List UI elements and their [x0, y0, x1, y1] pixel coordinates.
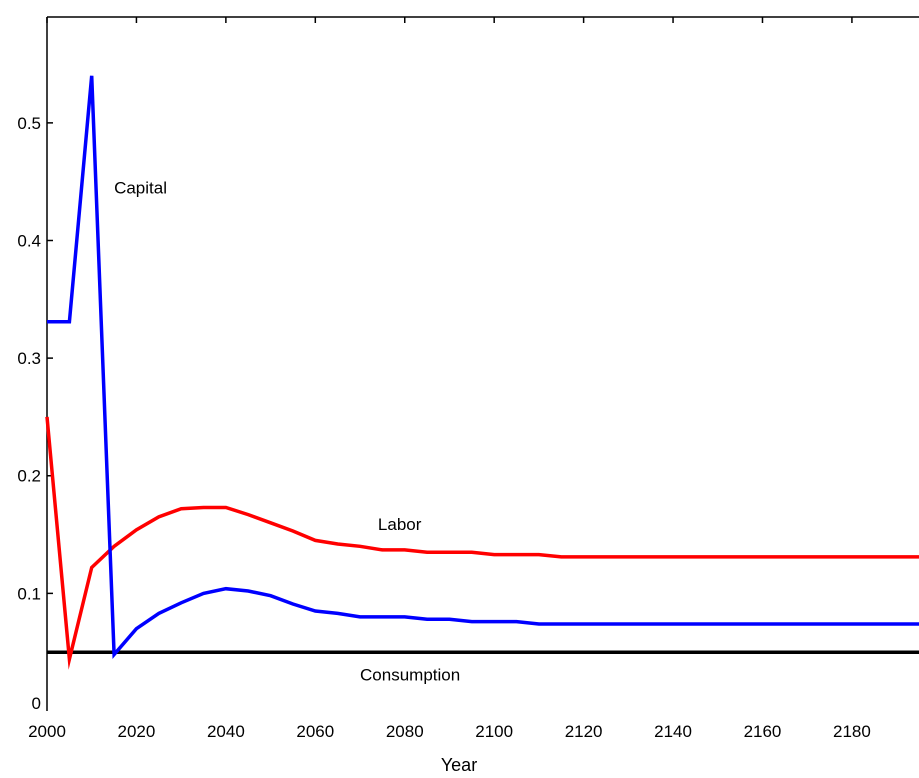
x-tick-label: 2100 — [475, 722, 513, 741]
series-line-labor — [45, 416, 919, 670]
x-tick-label: 2080 — [386, 722, 424, 741]
series-label-consumption: Consumption — [360, 665, 460, 684]
x-tick-label: 2120 — [565, 722, 603, 741]
y-tick-label: 0 — [32, 694, 41, 713]
series-label-labor: Labor — [378, 515, 422, 534]
x-axis-title: Year — [441, 755, 477, 775]
x-tick-label: 2040 — [207, 722, 245, 741]
y-axis-ticks: 0 0.1 0.2 0.3 0.4 0.5 — [17, 114, 53, 713]
x-tick-label: 2020 — [118, 722, 156, 741]
series-labels: Capital Labor Consumption — [114, 178, 460, 684]
x-tick-label: 2140 — [654, 722, 692, 741]
x-tick-label: 2000 — [28, 722, 66, 741]
x-tick-label: 2060 — [296, 722, 334, 741]
series-label-capital: Capital — [114, 178, 167, 197]
y-tick-label: 0.2 — [17, 467, 41, 486]
y-tick-label: 0.4 — [17, 231, 41, 250]
series-lines — [45, 75, 919, 670]
x-axis-ticks: 2000 2020 2040 2060 2080 2100 2120 2140 2160 2180 — [28, 17, 871, 741]
x-tick-label: 2160 — [744, 722, 782, 741]
x-tick-label: 2180 — [833, 722, 871, 741]
plot-area — [46, 16, 919, 711]
y-tick-label: 0.1 — [17, 584, 41, 603]
y-tick-label: 0.5 — [17, 114, 41, 133]
series-line-capital — [47, 75, 919, 660]
y-tick-label: 0.3 — [17, 349, 41, 368]
